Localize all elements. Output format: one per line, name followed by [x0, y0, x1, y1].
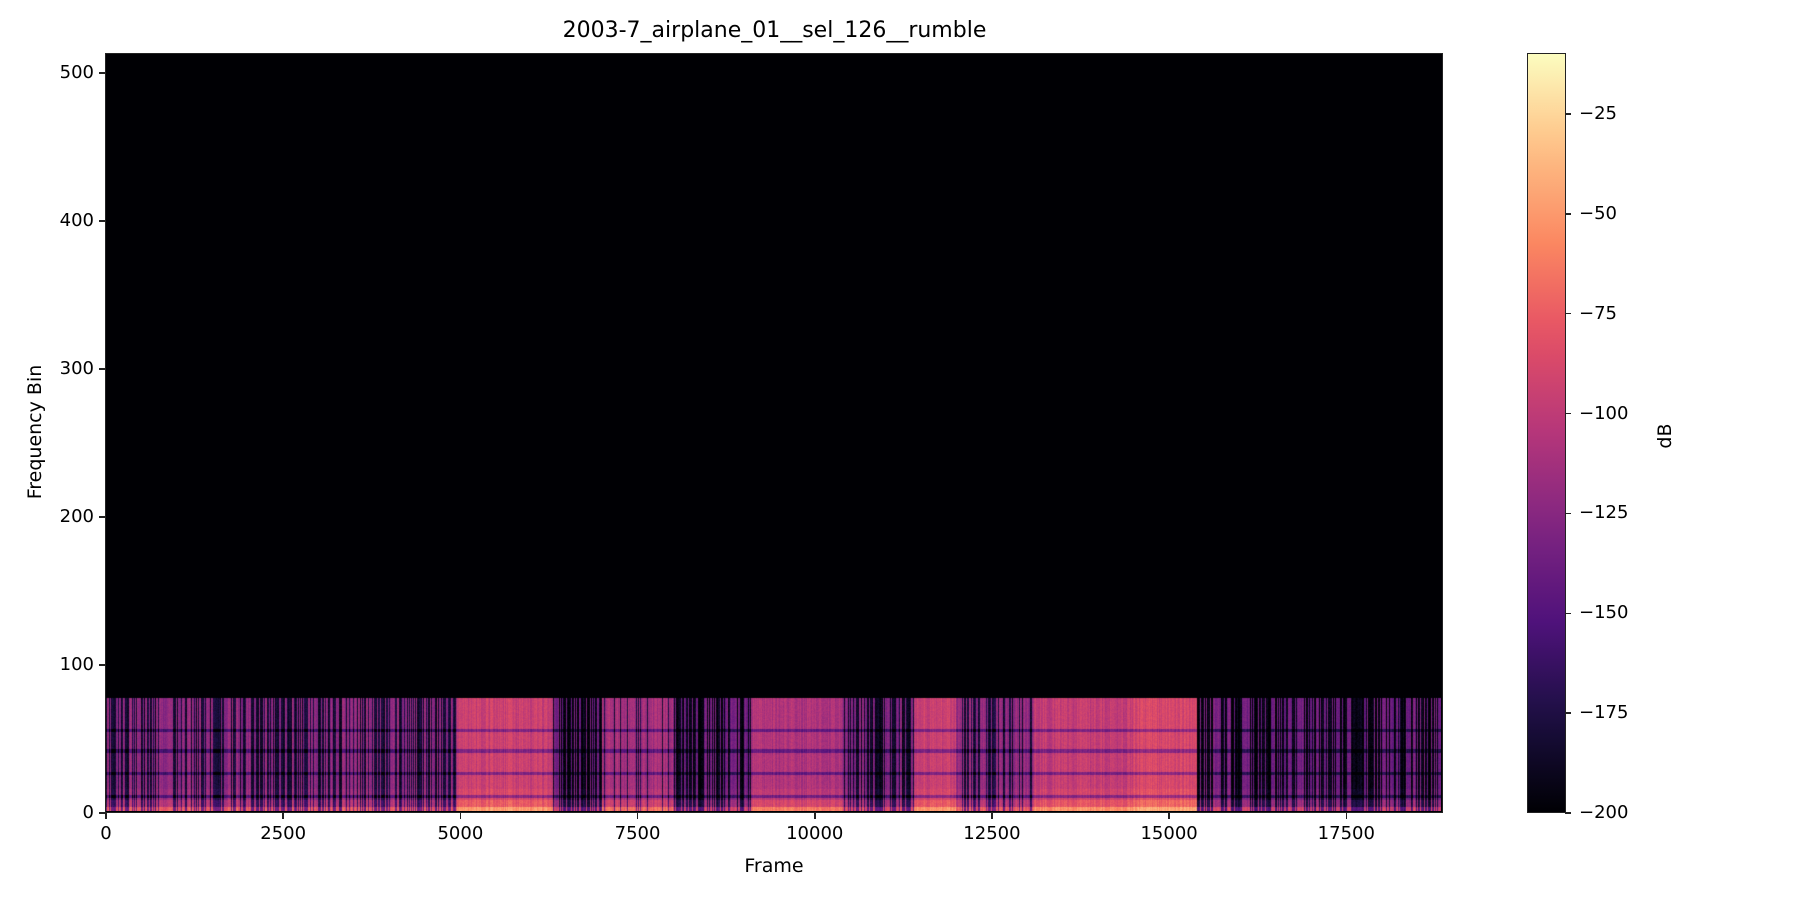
colorbar-tick — [1565, 312, 1571, 315]
y-tick — [99, 664, 105, 666]
x-axis-label: Frame — [744, 855, 804, 877]
y-tick-label: 200 — [59, 506, 94, 528]
x-tick — [1168, 813, 1170, 819]
colorbar-tick-label: −150 — [1579, 602, 1629, 624]
x-tick-label: 12500 — [963, 823, 1021, 844]
y-tick — [99, 220, 105, 222]
y-tick-label: 300 — [59, 358, 94, 380]
x-tick-label: 7500 — [614, 823, 661, 844]
chart-title: 2003-7_airplane_01__sel_126__rumble — [562, 18, 987, 43]
x-tick-label: 2500 — [260, 823, 307, 844]
x-tick — [459, 813, 462, 819]
colorbar-tick — [1565, 812, 1571, 814]
colorbar-tick-label: −100 — [1579, 402, 1629, 424]
y-tick-label: 500 — [59, 62, 94, 84]
spectrogram-plot-area — [105, 53, 1443, 813]
y-tick-label: 400 — [59, 210, 94, 232]
y-tick-label: 100 — [59, 654, 94, 676]
colorbar-tick — [1565, 113, 1571, 115]
x-tick-label: 17500 — [1317, 823, 1375, 844]
x-tick-label: 5000 — [437, 823, 484, 844]
x-tick — [636, 813, 639, 819]
colorbar-tick — [1565, 412, 1571, 415]
colorbar-tick — [1565, 213, 1571, 215]
y-tick — [99, 812, 105, 814]
colorbar-tick-label: −25 — [1579, 102, 1617, 124]
y-tick — [99, 516, 105, 518]
y-tick — [99, 72, 105, 74]
x-tick — [991, 813, 993, 819]
x-tick-label: 0 — [100, 823, 112, 844]
colorbar-tick-label: −125 — [1579, 502, 1629, 524]
x-tick — [1345, 813, 1348, 819]
colorbar-tick — [1565, 512, 1571, 515]
x-tick-label: 15000 — [1140, 823, 1198, 844]
colorbar-tick-label: −75 — [1579, 302, 1617, 324]
colorbar-tick-label: −50 — [1579, 202, 1617, 224]
x-tick — [282, 813, 284, 819]
x-tick — [814, 813, 816, 819]
y-tick-label: 0 — [82, 802, 94, 823]
x-tick-label: 10000 — [786, 823, 844, 844]
colorbar-tick — [1565, 712, 1571, 714]
colorbar — [1527, 53, 1566, 813]
x-tick — [105, 813, 107, 819]
spectrogram-image — [106, 54, 1441, 811]
y-tick — [99, 368, 105, 370]
colorbar-tick-label: −200 — [1579, 802, 1629, 823]
colorbar-tick — [1565, 612, 1571, 614]
colorbar-tick-label: −175 — [1579, 702, 1629, 724]
colorbar-label: dB — [1654, 423, 1676, 449]
